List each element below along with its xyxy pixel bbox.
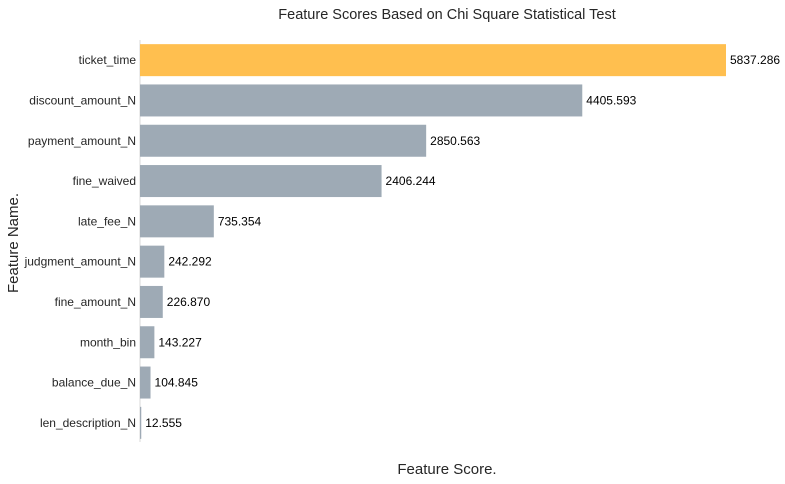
y-tick-label: len_description_N	[40, 416, 136, 430]
value-label: 104.845	[155, 376, 199, 390]
y-tick-label: fine_amount_N	[55, 295, 136, 309]
y-tick-label: ticket_time	[79, 53, 137, 67]
value-label: 226.870	[167, 295, 211, 309]
bar-discount-amount-n	[140, 84, 583, 117]
x-axis-label: Feature Score.	[397, 461, 496, 478]
y-tick-label: month_bin	[80, 335, 136, 349]
bar-month-bin	[140, 326, 155, 359]
value-label: 2850.563	[430, 134, 480, 148]
y-tick-label: judgment_amount_N	[24, 255, 136, 269]
bar-fine-amount-n	[140, 285, 163, 318]
bar-fine-waived	[140, 165, 382, 198]
y-axis-label: Feature Name.	[5, 193, 22, 293]
y-tick-label: balance_due_N	[52, 376, 136, 390]
y-tick-label: discount_amount_N	[29, 93, 136, 107]
value-label: 242.292	[168, 255, 212, 269]
value-label: 143.227	[158, 335, 202, 349]
y-tick-label: fine_waived	[73, 174, 136, 188]
bar-judgment-amount-n	[140, 245, 165, 278]
bar-ticket-time	[140, 44, 726, 77]
bar-payment-amount-n	[140, 124, 427, 157]
value-label: 735.354	[218, 214, 262, 228]
value-label: 5837.286	[730, 53, 780, 67]
bar-len-description-n	[140, 406, 142, 439]
y-tick-label: payment_amount_N	[28, 134, 136, 148]
value-label: 12.555	[145, 416, 182, 430]
y-tick-label: late_fee_N	[78, 214, 136, 228]
chart-title: Feature Scores Based on Chi Square Stati…	[278, 7, 615, 23]
bar-balance-due-n	[140, 366, 151, 399]
value-label: 2406.244	[386, 174, 436, 188]
value-label: 4405.593	[586, 93, 636, 107]
bar-late-fee-n	[140, 205, 214, 238]
bars: ticket_time 5837.286 discount_amount_N 4405…	[24, 44, 780, 439]
